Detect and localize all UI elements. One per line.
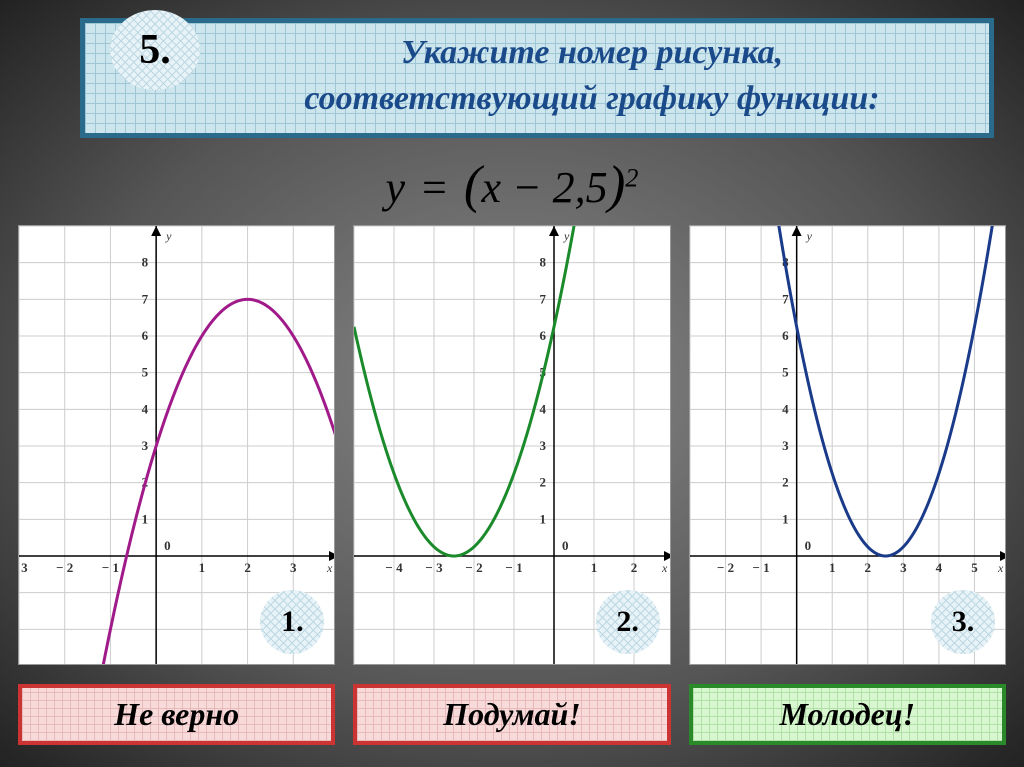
svg-text:2: 2 (864, 560, 871, 575)
feedback-1: Не верно (18, 684, 335, 745)
charts-row: − 3 − 2 − 1 1 2 3 1 2 3 4 5 6 7 8 0 y x 1. − 4 − 3 − 2 − 1 1 2… (18, 225, 1006, 665)
svg-text:x: x (997, 561, 1004, 575)
formula-exp: 2 (625, 162, 638, 192)
feedback-2: Подумай! (353, 684, 670, 745)
svg-text:3: 3 (900, 560, 907, 575)
svg-text:− 1: − 1 (102, 560, 119, 575)
svg-text:1: 1 (782, 511, 789, 526)
title-line-2: соответствующий графику функции: (304, 80, 879, 117)
question-title: Укажите номер рисунка, соответствующий г… (210, 30, 974, 122)
svg-text:4: 4 (142, 401, 149, 416)
svg-text:− 1: − 1 (506, 560, 523, 575)
svg-text:8: 8 (142, 255, 149, 270)
svg-text:− 1: − 1 (752, 560, 769, 575)
svg-text:3: 3 (290, 560, 297, 575)
svg-text:2: 2 (540, 475, 547, 490)
svg-text:x: x (326, 561, 333, 575)
option-label-3: 3. (952, 605, 975, 639)
chart-2[interactable]: − 4− 3− 2− 112123456780yx2. (353, 225, 670, 665)
svg-text:5: 5 (782, 365, 789, 380)
option-badge-1: 1. (260, 590, 324, 654)
feedback-row: Не верно Подумай! Молодец! (18, 684, 1006, 745)
option-label-1: 1. (281, 605, 304, 639)
feedback-3: Молодец! (689, 684, 1006, 745)
svg-text:8: 8 (540, 255, 547, 270)
svg-text:1: 1 (829, 560, 836, 575)
svg-text:y: y (563, 229, 570, 243)
svg-text:− 2: − 2 (466, 560, 483, 575)
svg-text:4: 4 (935, 560, 942, 575)
svg-text:y: y (805, 229, 812, 243)
formula-close: ) (608, 156, 626, 214)
formula-eq: = (422, 163, 447, 212)
svg-text:y: y (165, 229, 172, 243)
title-line-1: Укажите номер рисунка, (401, 34, 783, 71)
svg-text:0: 0 (164, 538, 171, 553)
svg-text:− 4: − 4 (386, 560, 404, 575)
svg-text:2: 2 (244, 560, 251, 575)
svg-text:5: 5 (971, 560, 978, 575)
svg-text:0: 0 (804, 538, 811, 553)
svg-text:7: 7 (540, 291, 547, 306)
formula-body: x − 2,5 (481, 163, 607, 212)
svg-text:1: 1 (199, 560, 206, 575)
svg-text:4: 4 (782, 401, 789, 416)
feedback-3-text: Молодец! (780, 696, 916, 732)
svg-text:4: 4 (540, 401, 547, 416)
svg-text:3: 3 (142, 438, 149, 453)
svg-text:5: 5 (142, 365, 149, 380)
formula-lhs: y (386, 163, 406, 212)
svg-text:− 2: − 2 (56, 560, 73, 575)
svg-text:6: 6 (782, 328, 789, 343)
svg-text:x: x (661, 561, 668, 575)
svg-text:7: 7 (142, 291, 149, 306)
option-badge-2: 2. (596, 590, 660, 654)
svg-text:1: 1 (540, 511, 547, 526)
feedback-2-text: Подумай! (443, 696, 581, 732)
svg-text:3: 3 (782, 438, 789, 453)
svg-text:1: 1 (142, 511, 149, 526)
svg-text:2: 2 (782, 475, 789, 490)
option-label-2: 2. (616, 605, 639, 639)
chart-1[interactable]: − 3− 2− 1123123456780yx1. (18, 225, 335, 665)
svg-text:6: 6 (142, 328, 149, 343)
svg-text:0: 0 (562, 538, 569, 553)
svg-text:3: 3 (540, 438, 547, 453)
svg-text:− 3: − 3 (19, 560, 28, 575)
option-badge-3: 3. (931, 590, 995, 654)
svg-text:− 3: − 3 (426, 560, 444, 575)
question-number-text: 5. (139, 26, 171, 74)
formula-open: ( (464, 156, 482, 214)
svg-text:− 2: − 2 (717, 560, 734, 575)
chart-3[interactable]: − 2− 112345123456780yx3. (689, 225, 1006, 665)
svg-text:1: 1 (591, 560, 598, 575)
svg-text:2: 2 (631, 560, 638, 575)
feedback-1-text: Не верно (114, 696, 239, 732)
formula: y = (x − 2,5)2 (0, 155, 1024, 215)
question-number-badge: 5. (110, 10, 200, 90)
svg-text:7: 7 (782, 291, 789, 306)
svg-text:6: 6 (540, 328, 547, 343)
